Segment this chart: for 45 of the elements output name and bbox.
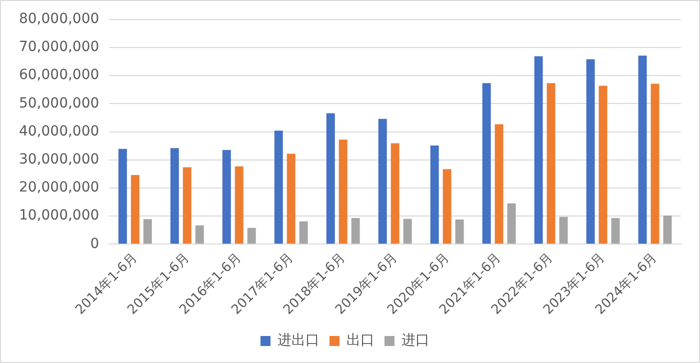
legend-label: 出口 — [346, 332, 374, 349]
y-tick-label: 0 — [90, 236, 100, 252]
bar — [586, 59, 595, 244]
bar — [378, 118, 387, 244]
bar — [403, 218, 412, 244]
bar — [130, 175, 140, 244]
y-tick-label: 60,000,000 — [18, 67, 100, 84]
y-tick-label: 80,000,000 — [18, 11, 100, 28]
bar — [234, 166, 244, 244]
bar — [455, 219, 464, 244]
bar — [507, 203, 516, 244]
bar — [546, 83, 556, 244]
y-tick-label: 20,000,000 — [18, 180, 100, 196]
bar — [559, 216, 568, 244]
bar — [170, 148, 179, 244]
bar — [442, 169, 452, 244]
legend-label: 进口 — [402, 332, 430, 349]
bar — [494, 124, 504, 244]
bar — [534, 56, 543, 244]
bar — [286, 154, 296, 244]
bar — [650, 84, 660, 244]
bar — [274, 130, 283, 244]
bar — [338, 140, 348, 244]
y-tick-label: 10,000,000 — [18, 208, 100, 224]
bar — [663, 216, 672, 244]
y-tick-label: 70,000,000 — [18, 39, 100, 56]
bar — [182, 167, 192, 244]
y-tick-label: 50,000,000 — [18, 95, 100, 112]
bar — [638, 56, 647, 244]
bar — [222, 150, 231, 244]
bar — [326, 113, 335, 244]
y-tick-label: 40,000,000 — [18, 123, 100, 140]
bar — [351, 218, 360, 244]
y-tick-label: 30,000,000 — [18, 152, 100, 168]
bar — [430, 146, 439, 244]
bar — [611, 218, 620, 244]
bar — [482, 83, 491, 244]
bar — [118, 148, 127, 244]
bar — [143, 219, 152, 244]
legend-label: 进出口 — [278, 332, 320, 349]
bar — [598, 86, 608, 244]
bar — [247, 228, 256, 244]
bar — [299, 221, 308, 244]
bar — [390, 143, 400, 244]
bar — [195, 225, 204, 244]
